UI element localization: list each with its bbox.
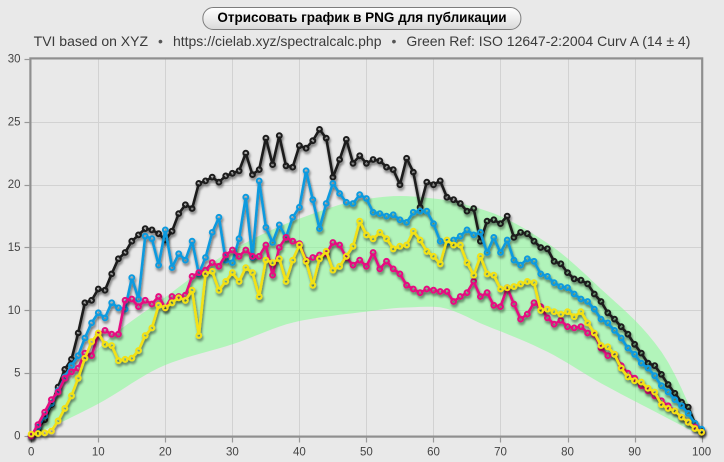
svg-text:20: 20 <box>159 447 172 459</box>
svg-text:15: 15 <box>8 242 21 254</box>
svg-text:25: 25 <box>8 116 21 128</box>
svg-text:10: 10 <box>8 305 21 317</box>
svg-text:60: 60 <box>427 447 440 459</box>
svg-text:0: 0 <box>14 431 20 443</box>
svg-text:40: 40 <box>293 447 306 459</box>
svg-text:5: 5 <box>14 368 20 380</box>
svg-text:80: 80 <box>561 447 574 459</box>
svg-text:50: 50 <box>360 447 373 459</box>
svg-text:10: 10 <box>92 447 105 459</box>
svg-text:30: 30 <box>8 54 21 66</box>
svg-text:100: 100 <box>692 447 711 459</box>
svg-text:0: 0 <box>28 447 34 459</box>
svg-text:70: 70 <box>494 447 507 459</box>
svg-text:30: 30 <box>226 447 239 459</box>
svg-text:90: 90 <box>628 447 641 459</box>
svg-text:20: 20 <box>8 179 21 191</box>
